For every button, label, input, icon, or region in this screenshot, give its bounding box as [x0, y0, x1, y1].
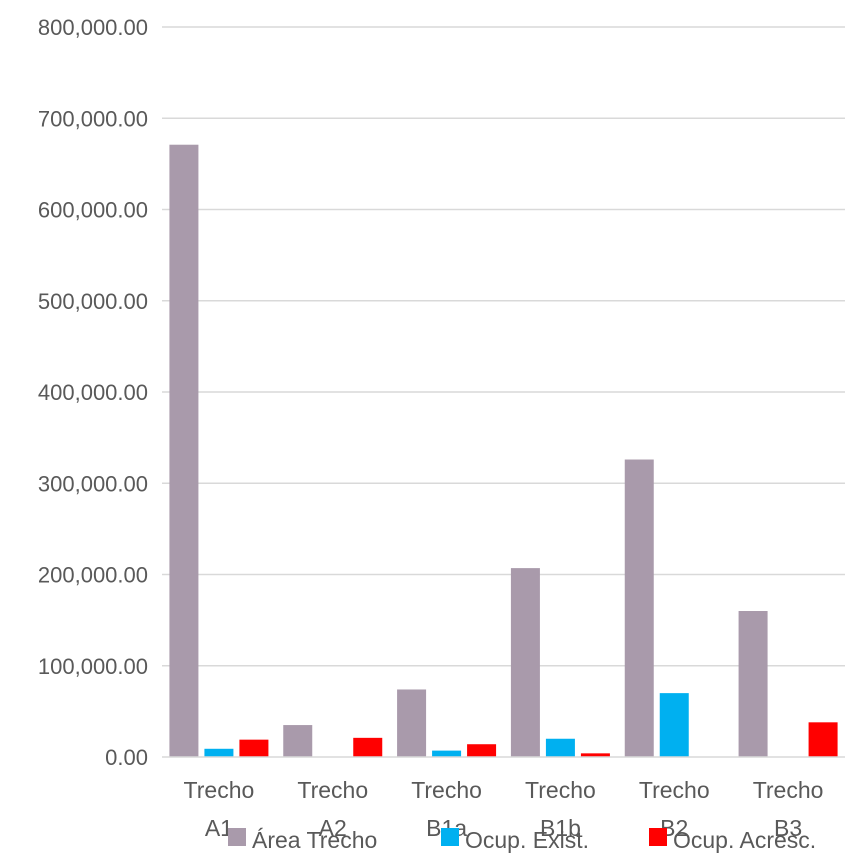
legend-label: Ocup. Acresc. — [673, 827, 816, 853]
bar — [239, 739, 269, 757]
bar — [283, 725, 313, 757]
y-tick-label: 0.00 — [105, 745, 148, 770]
legend: Área Trecho Ocup. Exist. Ocup. Acresc. — [228, 827, 816, 853]
x-axis-labels: TrechoA1TrechoA2TrechoB1aTrechoB1bTrecho… — [184, 777, 824, 841]
bar — [738, 611, 768, 757]
x-tick-label: Trecho — [639, 777, 710, 803]
bar — [510, 568, 540, 757]
x-tick-label: Trecho — [753, 777, 824, 803]
legend-label: Área Trecho — [252, 827, 377, 853]
x-tick-label: A2 — [319, 815, 347, 841]
bar — [808, 722, 838, 757]
y-axis-ticks: 0.00 100,000.00 200,000.00 300,000.00 400,00… — [38, 15, 148, 770]
legend-swatch — [649, 828, 667, 846]
y-tick-label: 300,000.00 — [38, 471, 148, 496]
y-tick-label: 500,000.00 — [38, 289, 148, 314]
y-tick-label: 400,000.00 — [38, 380, 148, 405]
bar — [353, 737, 383, 757]
legend-swatch — [228, 828, 246, 846]
x-tick-label: Trecho — [297, 777, 368, 803]
legend-swatch — [441, 828, 459, 846]
bar — [659, 693, 689, 757]
bar — [580, 753, 610, 757]
legend-label: Ocup. Exist. — [465, 827, 589, 853]
bar — [545, 738, 575, 757]
x-tick-label: B3 — [774, 815, 802, 841]
bar — [204, 748, 234, 757]
bar — [432, 750, 462, 757]
bar — [169, 144, 199, 757]
bar — [467, 744, 497, 757]
x-tick-label: Trecho — [184, 777, 255, 803]
y-tick-label: 800,000.00 — [38, 15, 148, 40]
x-tick-label: Trecho — [411, 777, 482, 803]
x-tick-label: B1b — [540, 815, 581, 841]
y-tick-label: 700,000.00 — [38, 106, 148, 131]
y-tick-label: 600,000.00 — [38, 198, 148, 223]
bar — [624, 459, 654, 757]
y-tick-label: 100,000.00 — [38, 654, 148, 679]
gridlines — [162, 26, 845, 667]
bar — [397, 689, 427, 757]
bars — [169, 144, 838, 757]
x-tick-label: Trecho — [525, 777, 596, 803]
y-tick-label: 200,000.00 — [38, 563, 148, 588]
